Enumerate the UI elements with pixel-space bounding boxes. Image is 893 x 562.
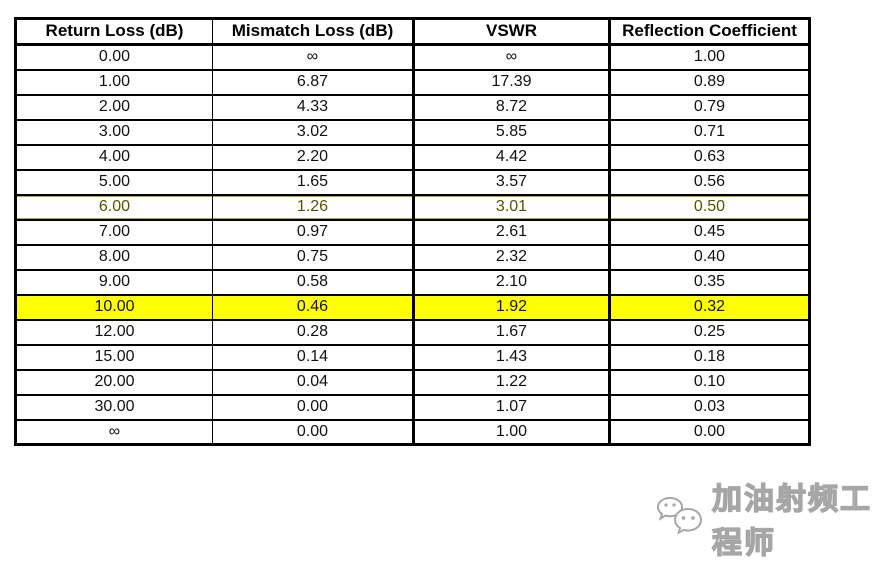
table-cell: 5.85 bbox=[412, 118, 611, 146]
table-cell: 0.46 bbox=[212, 293, 415, 321]
table-cell: 6.00 bbox=[15, 193, 213, 221]
table-cell: 1.92 bbox=[412, 293, 611, 321]
table-cell: 0.18 bbox=[608, 343, 810, 371]
table-row: 20.00 0.04 1.22 0.10 bbox=[15, 368, 810, 396]
table-cell: 0.89 bbox=[608, 68, 810, 96]
table-row: 12.00 0.28 1.67 0.25 bbox=[15, 318, 810, 346]
table-row: 8.00 0.75 2.32 0.40 bbox=[15, 243, 810, 271]
table-cell: 0.00 bbox=[212, 418, 415, 446]
watermark: 加油射频工程师 bbox=[655, 474, 893, 562]
table-cell: 5.00 bbox=[15, 168, 213, 196]
table-cell: 3.02 bbox=[212, 118, 415, 146]
table-row: 15.00 0.14 1.43 0.18 bbox=[15, 343, 810, 371]
table-cell: 0.03 bbox=[608, 393, 810, 421]
table-cell: 0.58 bbox=[212, 268, 415, 296]
table-cell: 4.42 bbox=[412, 143, 611, 171]
table-cell: 0.79 bbox=[608, 93, 810, 121]
table-cell: 12.00 bbox=[15, 318, 213, 346]
table-cell: 2.20 bbox=[212, 143, 415, 171]
table-cell: 0.10 bbox=[608, 368, 810, 396]
table-cell: 2.61 bbox=[412, 218, 611, 246]
table-cell: 0.63 bbox=[608, 143, 810, 171]
watermark-text: 加油射频工程师 bbox=[711, 482, 872, 560]
table-cell: 1.00 bbox=[15, 68, 213, 96]
table-cell: 0.25 bbox=[608, 318, 810, 346]
table-row: 2.00 4.33 8.72 0.79 bbox=[15, 93, 810, 121]
table-row: 7.00 0.97 2.61 0.45 bbox=[15, 218, 810, 246]
table-cell: 0.00 bbox=[212, 393, 415, 421]
table-row: 1.00 6.87 17.39 0.89 bbox=[15, 68, 810, 96]
table-cell: 4.00 bbox=[15, 143, 213, 171]
rf-loss-table: Return Loss (dB) Mismatch Loss (dB) VSWR… bbox=[14, 17, 811, 446]
table-cell: 30.00 bbox=[15, 393, 213, 421]
table-cell: 17.39 bbox=[412, 68, 611, 96]
table-row: 4.00 2.20 4.42 0.63 bbox=[15, 143, 810, 171]
table-cell: 0.32 bbox=[608, 293, 810, 321]
table-cell: 1.43 bbox=[412, 343, 611, 371]
table-cell: 1.67 bbox=[412, 318, 611, 346]
table-cell: 8.72 bbox=[412, 93, 611, 121]
table-cell: 0.45 bbox=[608, 218, 810, 246]
table-cell: 3.00 bbox=[15, 118, 213, 146]
table-cell: 2.00 bbox=[15, 93, 213, 121]
table-cell: ∞ bbox=[212, 43, 415, 71]
table-cell: 0.00 bbox=[608, 418, 810, 446]
table-cell: 9.00 bbox=[15, 268, 213, 296]
table-cell: 1.07 bbox=[412, 393, 611, 421]
table-cell: 1.26 bbox=[212, 193, 415, 221]
table-cell: 1.00 bbox=[412, 418, 611, 446]
table-cell: 0.71 bbox=[608, 118, 810, 146]
table-cell: 4.33 bbox=[212, 93, 415, 121]
table-cell: 0.97 bbox=[212, 218, 415, 246]
table-cell: 0.04 bbox=[212, 368, 415, 396]
table-cell: 2.32 bbox=[412, 243, 611, 271]
table-cell: ∞ bbox=[15, 418, 213, 446]
table-cell: 15.00 bbox=[15, 343, 213, 371]
table-row: 5.00 1.65 3.57 0.56 bbox=[15, 168, 810, 196]
table-cell: 0.28 bbox=[212, 318, 415, 346]
table-cell: 8.00 bbox=[15, 243, 213, 271]
table-cell: 7.00 bbox=[15, 218, 213, 246]
table-cell: 20.00 bbox=[15, 368, 213, 396]
table-row: 3.00 3.02 5.85 0.71 bbox=[15, 118, 810, 146]
column-header-vswr: VSWR bbox=[412, 17, 611, 46]
table-cell: 0.00 bbox=[15, 43, 213, 71]
table-cell: 0.75 bbox=[212, 243, 415, 271]
table-cell: ∞ bbox=[412, 43, 611, 71]
table-cell: 0.35 bbox=[608, 268, 810, 296]
table-header-row: Return Loss (dB) Mismatch Loss (dB) VSWR… bbox=[15, 17, 810, 46]
table-cell: 1.22 bbox=[412, 368, 611, 396]
table-cell: 0.14 bbox=[212, 343, 415, 371]
column-header-mismatch-loss: Mismatch Loss (dB) bbox=[212, 17, 415, 46]
table-cell: 3.01 bbox=[412, 193, 611, 221]
table-row: ∞ 0.00 1.00 0.00 bbox=[15, 418, 810, 446]
table-row: 9.00 0.58 2.10 0.35 bbox=[15, 268, 810, 296]
table-cell: 10.00 bbox=[15, 293, 213, 321]
wechat-icon bbox=[655, 495, 707, 541]
table-cell: 3.57 bbox=[412, 168, 611, 196]
table-cell: 2.10 bbox=[412, 268, 611, 296]
table-cell: 1.65 bbox=[212, 168, 415, 196]
table-cell: 0.50 bbox=[608, 193, 810, 221]
table-row: 6.00 1.26 3.01 0.50 bbox=[15, 193, 810, 221]
table-row: 10.00 0.46 1.92 0.32 bbox=[15, 293, 810, 321]
table-cell: 0.56 bbox=[608, 168, 810, 196]
table-row: 0.00 ∞ ∞ 1.00 bbox=[15, 43, 810, 71]
column-header-return-loss: Return Loss (dB) bbox=[15, 17, 213, 46]
rf-loss-table-container: Return Loss (dB) Mismatch Loss (dB) VSWR… bbox=[14, 17, 811, 446]
column-header-reflection-coefficient: Reflection Coefficient bbox=[608, 17, 810, 46]
table-body: 0.00 ∞ ∞ 1.00 1.00 6.87 17.39 0.89 2.00 4.33 8.72 0… bbox=[15, 43, 810, 446]
table-cell: 1.00 bbox=[608, 43, 810, 71]
table-cell: 0.40 bbox=[608, 243, 810, 271]
table-row: 30.00 0.00 1.07 0.03 bbox=[15, 393, 810, 421]
table-cell: 6.87 bbox=[212, 68, 415, 96]
